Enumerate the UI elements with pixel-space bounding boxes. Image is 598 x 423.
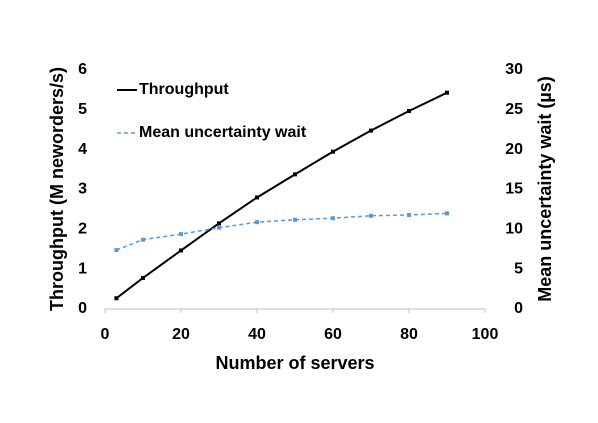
legend-label: Throughput xyxy=(139,81,229,98)
y2-axis-title: Mean uncertainty wait (µs) xyxy=(535,76,555,301)
y2-tick-label: 30 xyxy=(505,61,523,78)
point xyxy=(407,109,411,114)
series-line xyxy=(115,91,448,300)
point xyxy=(331,149,335,154)
x-axis-title: Number of servers xyxy=(215,353,374,373)
point xyxy=(293,217,297,222)
x-tick-label: 0 xyxy=(101,326,110,343)
point xyxy=(445,90,449,95)
legend-label: Mean uncertainty wait xyxy=(139,124,307,141)
point xyxy=(255,195,259,200)
point xyxy=(369,213,373,218)
y2-tick-label: 10 xyxy=(505,221,523,238)
point xyxy=(114,248,119,253)
point xyxy=(445,211,449,216)
y-tick-label: 5 xyxy=(78,101,87,118)
point xyxy=(141,275,145,280)
x-tick-label: 100 xyxy=(472,326,499,343)
y2-tick-label: 20 xyxy=(505,141,523,158)
point xyxy=(217,225,221,230)
x-tick-label: 40 xyxy=(248,326,266,343)
y2-tick-label: 15 xyxy=(505,181,523,198)
point xyxy=(407,212,411,217)
point xyxy=(114,296,119,301)
point xyxy=(141,237,145,242)
y2-tick-label: 5 xyxy=(514,260,523,277)
series-line xyxy=(116,212,448,251)
y-axis-title: Throughput (M neworders/s) xyxy=(47,67,67,311)
y-tick-label: 1 xyxy=(78,260,87,277)
point xyxy=(179,248,183,253)
y-tick-label: 0 xyxy=(78,300,87,317)
x-tick-label: 80 xyxy=(400,326,418,343)
x-tick-label: 20 xyxy=(172,326,190,343)
point xyxy=(369,128,373,133)
y-tick-label: 3 xyxy=(78,181,87,198)
y-tick-label: 6 xyxy=(78,61,87,78)
y-tick-label: 4 xyxy=(78,141,87,158)
y2-tick-label: 25 xyxy=(505,101,523,118)
y2-tick-label: 0 xyxy=(514,300,523,317)
point xyxy=(217,221,221,226)
point xyxy=(331,216,335,221)
point xyxy=(179,232,183,237)
x-tick-label: 60 xyxy=(324,326,342,343)
point xyxy=(293,172,297,177)
y-tick-label: 2 xyxy=(78,221,87,238)
point xyxy=(255,220,259,225)
